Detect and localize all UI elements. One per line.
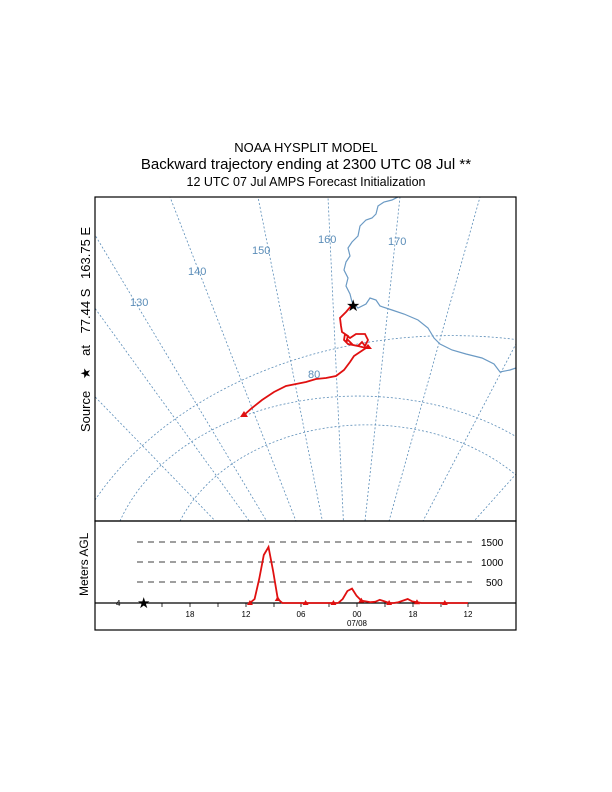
height-label-500: 500 <box>486 578 503 589</box>
height-series-point <box>274 596 281 601</box>
height-series-point <box>246 600 253 605</box>
trajectory-horizontal <box>240 304 372 417</box>
model-title: NOAA HYSPLIT MODEL <box>234 140 378 155</box>
latitude-circle-75 <box>95 335 516 501</box>
time-label: 18 <box>409 610 418 619</box>
height-series-line <box>249 544 468 604</box>
trajectory-marker <box>364 344 372 349</box>
run-description: Backward trajectory ending at 2300 UTC 0… <box>140 156 472 173</box>
source-star-icon: ★ <box>78 368 93 380</box>
source-label: Source ★ at 77.44 S 163.75 E <box>78 227 93 432</box>
meridian-140 <box>169 197 297 521</box>
svg-text:Source ★ at: Source ★ at 77.44 S 163.75 E <box>78 227 93 432</box>
profile-ylabel: Meters AGL <box>77 532 91 596</box>
time-label: 18 <box>186 610 195 619</box>
meridian-170 <box>364 197 401 521</box>
time-label: 12 <box>464 610 473 619</box>
meridian-130 <box>95 234 268 521</box>
height-series-point <box>441 600 448 605</box>
lon-label-150: 150 <box>252 245 270 257</box>
meridian-190 <box>422 342 516 521</box>
time-label: 12 <box>242 610 251 619</box>
latitude-circle-85 <box>179 424 516 521</box>
height-series-point <box>358 597 365 603</box>
source-at: at <box>78 345 93 356</box>
height-label-1000: 1000 <box>481 558 504 569</box>
height-series-point <box>413 599 420 605</box>
meridian-150 <box>257 197 323 521</box>
meridian-180 <box>388 197 481 521</box>
source-prefix: Source <box>78 391 93 432</box>
lon-label-130: 130 <box>130 297 148 309</box>
source-star-profile: ★ <box>137 595 150 612</box>
latitude-circle-80 <box>119 395 516 521</box>
profile-frame <box>94 520 517 631</box>
height-label-1500: 1500 <box>481 538 504 549</box>
time-label: 00 <box>353 610 362 619</box>
height-series-point <box>302 600 309 605</box>
lon-label-160: 160 <box>318 234 336 246</box>
source-star-map: ★ <box>346 298 360 315</box>
trajectory-marker <box>240 411 248 417</box>
source-longitude: 163.75 E <box>78 227 93 279</box>
map-frame <box>94 196 517 522</box>
time-label: 06 <box>297 610 306 619</box>
coastline <box>343 197 516 373</box>
coastline-path <box>343 197 516 373</box>
date-label: 07/08 <box>347 619 368 628</box>
meridian-120 <box>95 307 250 521</box>
height-series-point <box>330 600 337 605</box>
title-block: NOAA HYSPLIT MODEL Backward trajectory e… <box>95 140 517 190</box>
height-series-point <box>386 600 393 605</box>
graticule <box>95 197 516 521</box>
lon-label-170: 170 <box>388 236 406 248</box>
source-latitude: 77.44 S <box>78 288 93 333</box>
height-trajectory <box>246 544 468 605</box>
lon-label-140: 140 <box>188 266 206 278</box>
meteorology-note: 12 UTC 07 Jul AMPS Forecast Initializati… <box>186 175 426 189</box>
profile-panel: 1500 1000 500 4 18 12 06 00 18 1 <box>95 538 516 628</box>
trajectory-path <box>243 304 370 416</box>
